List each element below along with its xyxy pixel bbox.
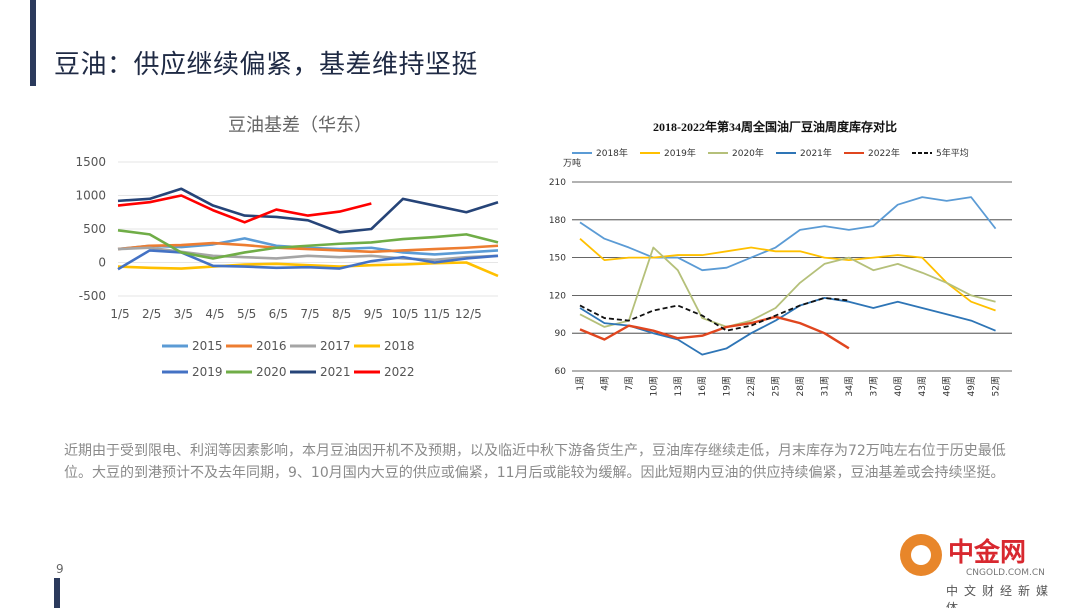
basis-y-tick-label: 1500 [75,155,106,169]
basis-chart: 豆油基差（华东） 1500 1000 500 0 -500 1/5 2/5 3/5 4/5 5/… [75,115,499,379]
basis-legend-label: 2019 [192,365,223,379]
basis-x-tick-label: 12/5 [455,307,482,321]
basis-x-tick-label: 1/5 [110,307,129,321]
page-number: 9 [56,562,64,576]
brand-logo-url: CNGOLD.COM.CN [966,568,1045,578]
basis-legend-label: 2015 [192,339,223,353]
inventory-y-tick-label: 90 [555,329,567,339]
basis-y-tick-label: -500 [79,289,106,303]
inventory-x-tick-label: 16周 [697,376,708,396]
footer-accent-bar [54,578,60,608]
inventory-x-tick-label: 22周 [746,376,757,396]
inventory-x-tick-label: 37周 [868,376,879,396]
charts-canvas: 豆油基差（华东） 1500 1000 500 0 -500 1/5 2/5 3/5 4/5 5/… [75,115,1012,396]
basis-x-tick-label: 5/5 [237,307,256,321]
inventory-y-tick-label: 60 [555,367,567,377]
inventory-legend-label: 2019年 [664,147,696,159]
basis-legend-label: 2021 [320,365,351,379]
basis-series-line-2022 [117,194,372,224]
inventory-chart-series [579,196,997,356]
inventory-legend-label: 5年平均 [936,147,969,159]
inventory-series-line-2019年 [579,238,996,312]
inventory-y-tick-label: 120 [549,291,566,301]
basis-x-tick-label: 11/5 [423,307,450,321]
basis-x-tick-label: 7/5 [300,307,319,321]
inventory-x-tick-label: 1周 [575,376,586,391]
inventory-x-tick-label: 10周 [648,376,659,396]
basis-legend-label: 2016 [256,339,287,353]
inventory-x-tick-label: 25周 [771,376,782,396]
inventory-legend-label: 2020年 [732,147,764,159]
basis-chart-y-ticks: 1500 1000 500 0 -500 [75,155,106,303]
inventory-series-line-2022年 [579,315,850,350]
inventory-x-tick-label: 34周 [844,376,855,396]
basis-x-tick-label: 4/5 [205,307,224,321]
inventory-x-tick-label: 4周 [599,376,610,391]
inventory-chart-x-ticks: 1周 4周 7周 10周 13周 16周 19周 22周 25周 28周 31周 34周 37周 40周 4… [575,376,1002,396]
inventory-x-tick-label: 52周 [991,376,1002,396]
basis-x-tick-label: 6/5 [269,307,288,321]
inventory-x-tick-label: 28周 [795,376,806,396]
inventory-x-tick-label: 13周 [673,376,684,396]
inventory-legend-label: 2021年 [800,147,832,159]
basis-y-tick-label: 0 [98,256,106,270]
inventory-chart-title: 2018-2022年第34周全国油厂豆油周度库存对比 [653,119,897,134]
inventory-x-tick-label: 40周 [893,376,904,396]
inventory-chart-unit: 万吨 [563,157,581,169]
inventory-legend-label: 2018年 [596,147,628,159]
inventory-chart-gridlines [572,181,1012,372]
basis-x-tick-label: 10/5 [392,307,419,321]
basis-x-tick-label: 2/5 [142,307,161,321]
basis-legend-label: 2020 [256,365,287,379]
basis-x-tick-label: 3/5 [174,307,193,321]
basis-chart-series [117,187,499,278]
basis-y-tick-label: 1000 [75,189,106,203]
brand-logo-icon [900,534,942,576]
inventory-series-line-2018年 [579,196,997,272]
inventory-x-tick-label: 31周 [819,376,830,396]
basis-chart-legend: 2015 2016 2017 2018 2019 2020 2021 2022 [162,339,415,379]
basis-y-tick-label: 500 [83,222,106,236]
title-accent-bar [30,0,36,86]
basis-legend-label: 2017 [320,339,351,353]
basis-series-line-2015 [117,237,499,256]
inventory-series-line-2020年 [579,246,996,328]
inventory-y-tick-label: 180 [549,216,566,226]
basis-chart-gridlines [118,161,498,297]
basis-legend-label: 2018 [384,339,415,353]
inventory-series-line-5年平均 [579,297,849,332]
inventory-series-line-2021年 [579,297,996,356]
inventory-chart-legend: 2018年 2019年 2020年 2021年 2022年 5年平均 [572,147,969,159]
brand-logo-name: 中金网 [948,538,1027,568]
inventory-chart: 2018-2022年第34周全国油厂豆油周度库存对比 万吨 2018年 2019年… [549,119,1012,396]
basis-series-line-2018 [117,261,499,278]
inventory-x-tick-label: 43周 [917,376,928,396]
inventory-legend-label: 2022年 [868,147,900,159]
body-paragraph: 近期由于受到限电、利润等因素影响，本月豆油因开机不及预期，以及临近中秋下游备货生… [64,443,1006,481]
page-title: 豆油：供应继续偏紧，基差维持坚挺 [54,50,479,80]
inventory-y-tick-label: 210 [549,178,566,188]
inventory-x-tick-label: 46周 [942,376,953,396]
inventory-chart-y-ticks: 210 180 150 120 90 60 [549,178,566,377]
brand-logo: 中金网 CNGOLD.COM.CN 中文财经新媒体 [900,528,1070,608]
inventory-x-tick-label: 7周 [624,376,635,391]
basis-chart-title: 豆油基差（华东） [228,115,372,136]
basis-chart-x-ticks: 1/5 2/5 3/5 4/5 5/5 6/5 7/5 8/5 9/5 10/5 11/5 12/5 [110,307,481,321]
basis-series-line-2021 [117,187,499,234]
basis-x-tick-label: 9/5 [364,307,383,321]
basis-legend-label: 2022 [384,365,415,379]
inventory-x-tick-label: 19周 [722,376,733,396]
inventory-y-tick-label: 150 [549,254,566,264]
basis-series-line-2016 [117,241,499,254]
inventory-x-tick-label: 49周 [966,376,977,396]
basis-series-line-2020 [117,229,499,260]
basis-x-tick-label: 8/5 [332,307,351,321]
brand-logo-tagline: 中文财经新媒体 [946,584,1055,608]
